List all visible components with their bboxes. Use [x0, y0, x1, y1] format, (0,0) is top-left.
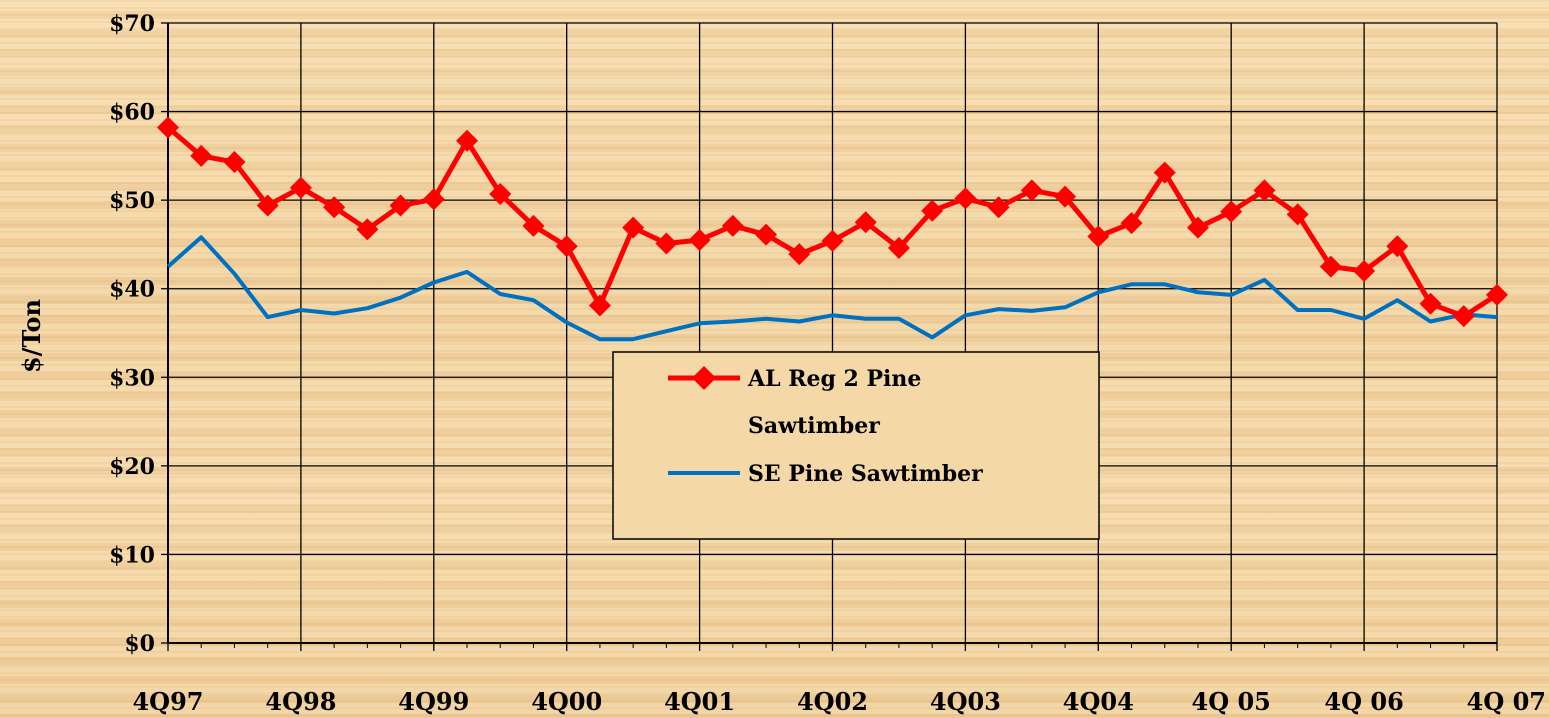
data-point-marker [389, 194, 412, 217]
legend: AL Reg 2 Pine Sawtimber SE Pine Sawtimbe… [612, 351, 1100, 540]
y-tick-label: $0 [124, 631, 155, 657]
data-point-marker [954, 187, 977, 210]
chart-grid [167, 22, 1498, 644]
data-point-marker [190, 144, 213, 167]
data-point-marker [1319, 255, 1342, 278]
data-point-marker [821, 229, 844, 252]
y-tick-label: $40 [109, 277, 155, 303]
data-point-marker [588, 294, 611, 317]
x-tick-label: 4Q03 [930, 687, 1001, 716]
data-point-marker [256, 194, 279, 217]
data-point-marker [1286, 203, 1309, 226]
data-point-marker [987, 196, 1010, 219]
chart-series [157, 116, 1508, 342]
data-point-marker [422, 188, 445, 211]
data-point-marker [456, 129, 479, 152]
x-tick-label: 4Q98 [265, 687, 336, 716]
data-point-marker [887, 236, 910, 259]
y-tick-label: $30 [109, 365, 155, 391]
x-tick-label: 4Q 06 [1324, 687, 1403, 716]
x-tick-label: 4Q 07 [1467, 687, 1546, 716]
data-point-marker [755, 223, 778, 246]
y-tick-label: $60 [109, 100, 155, 126]
y-tick-label: $10 [109, 542, 155, 568]
data-point-marker [1486, 283, 1508, 306]
data-point-marker [721, 214, 744, 237]
legend-label-se-pine: SE Pine Sawtimber [748, 461, 983, 487]
y-tick-label: $70 [109, 11, 155, 37]
x-axis-ticks: 4Q97 4Q98 4Q99 4Q00 4Q01 4Q02 4Q03 4Q04 4Q 05 4Q … [132, 643, 1546, 716]
data-point-marker [289, 176, 312, 199]
x-tick-label: 4Q 05 [1192, 687, 1271, 716]
data-point-marker [1054, 185, 1077, 208]
data-point-marker [788, 243, 811, 266]
data-point-marker [157, 116, 179, 139]
x-tick-label: 4Q99 [398, 687, 469, 716]
data-point-marker [1452, 305, 1475, 328]
legend-box [612, 351, 1100, 540]
data-point-marker [223, 151, 246, 174]
data-point-marker [1120, 212, 1143, 235]
data-point-marker [489, 182, 512, 205]
data-point-marker [356, 218, 379, 241]
data-point-marker [323, 196, 346, 219]
legend-diamond-marker [692, 366, 716, 390]
x-tick-label: 4Q00 [531, 687, 602, 716]
data-point-marker [1087, 225, 1110, 248]
data-point-marker [1186, 216, 1209, 239]
x-tick-label: 4Q02 [797, 687, 868, 716]
legend-label-al-reg-2-line1: AL Reg 2 Pine [747, 366, 921, 392]
data-point-marker [1020, 179, 1043, 202]
data-point-marker [622, 216, 645, 239]
series-line-se-pine-sawtimber [166, 235, 1498, 342]
y-tick-label: $20 [109, 454, 155, 480]
x-tick-label: 4Q97 [132, 687, 203, 716]
data-point-marker [1220, 200, 1243, 223]
y-tick-label: $50 [109, 188, 155, 214]
data-point-marker [1253, 179, 1276, 202]
data-point-marker [688, 229, 711, 251]
data-point-marker [921, 199, 944, 222]
data-point-marker [555, 235, 578, 258]
data-point-marker [1353, 260, 1376, 282]
x-tick-label: 4Q04 [1063, 687, 1134, 716]
data-point-marker [655, 232, 678, 255]
data-point-marker [1153, 161, 1176, 184]
y-axis-ticks: $0 $10 $20 $30 $40 $50 $60 $70 [109, 11, 168, 657]
data-point-marker [854, 211, 877, 234]
y-axis-label: $/Ton [17, 299, 46, 373]
data-point-marker [1419, 292, 1442, 315]
data-point-marker [522, 214, 545, 237]
legend-label-al-reg-2-line2: Sawtimber [748, 413, 880, 439]
data-point-marker [1386, 235, 1409, 258]
x-tick-label: 4Q01 [664, 687, 735, 716]
